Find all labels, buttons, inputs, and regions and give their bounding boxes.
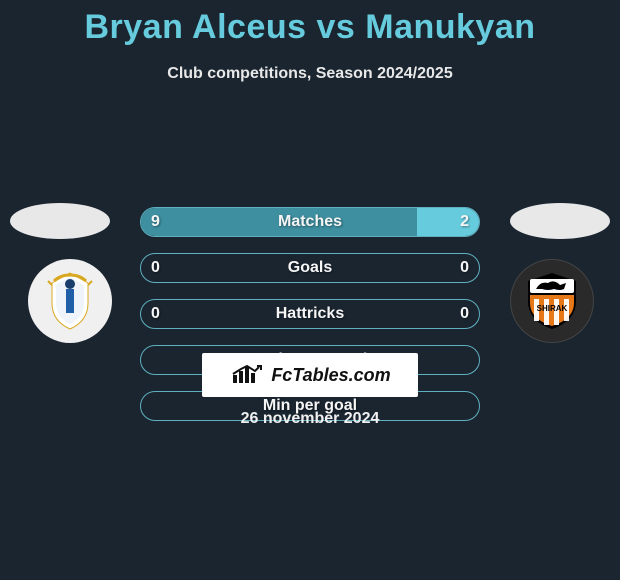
brand-box: FcTables.com <box>202 353 418 397</box>
brand-text: FcTables.com <box>271 365 390 386</box>
club-badge-left-icon <box>35 266 105 336</box>
stat-row: 0Goals0 <box>140 253 480 283</box>
player-avatar-right <box>510 203 610 239</box>
player-avatar-left <box>10 203 110 239</box>
stat-row-label: Hattricks <box>141 300 479 328</box>
page-subtitle: Club competitions, Season 2024/2025 <box>0 65 620 83</box>
stat-row-right-value: 0 <box>460 300 469 328</box>
stat-row-label: Goals <box>141 254 479 282</box>
date-text: 26 november 2024 <box>0 410 620 428</box>
stat-row: 9Matches2 <box>140 207 480 237</box>
svg-text:SHIRAK: SHIRAK <box>537 304 568 313</box>
brand-chart-icon <box>229 361 269 390</box>
club-badge-right-icon: SHIRAK <box>517 266 587 336</box>
stat-row-right-value: 0 <box>460 254 469 282</box>
stat-row-label: Matches <box>141 208 479 236</box>
stat-row-right-value: 2 <box>460 208 469 236</box>
stat-row: 0Hattricks0 <box>140 299 480 329</box>
club-badge-right: SHIRAK <box>510 259 594 343</box>
comparison-rows: 9Matches20Goals00Hattricks0Goals per mat… <box>140 207 480 437</box>
page-title: Bryan Alceus vs Manukyan <box>0 0 620 47</box>
club-badge-left <box>28 259 112 343</box>
